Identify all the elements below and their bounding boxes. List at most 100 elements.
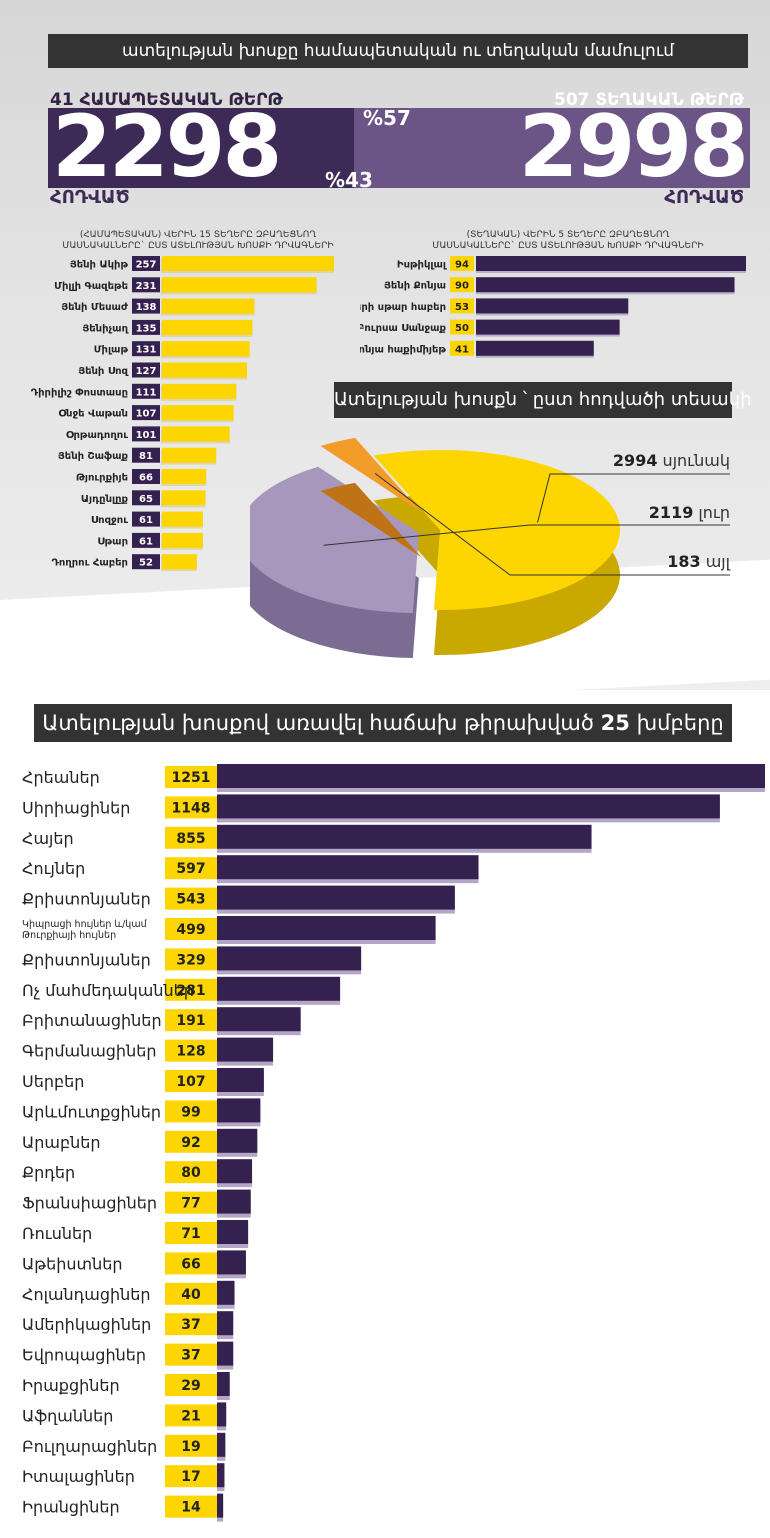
value-label-bg	[165, 1434, 217, 1457]
data-label: 111	[136, 387, 157, 398]
value-label-bg	[165, 1039, 217, 1062]
category-label: Եվրոպացիներ	[22, 1346, 146, 1365]
value-label-bg	[132, 256, 160, 271]
value-label-bg	[165, 1252, 217, 1275]
value-label-bg	[165, 1070, 217, 1092]
groups-section-title: Ատելության խոսքով առավել հաճախ թիրախված …	[34, 704, 732, 742]
data-label: 92	[181, 1135, 200, 1151]
bar	[217, 1250, 246, 1275]
category-label: Միլլի Գազեթե	[54, 281, 128, 292]
category-label: Իտալացիներ	[22, 1467, 135, 1486]
national-subtitle: (ՀԱՄԱՊԵՏԱԿԱՆ) ՎԵՐԻՆ 15 ՏԵՂԵՐԸ ԶԲԱՂԵՑՆՈՂ …	[48, 230, 348, 252]
data-label: 281	[176, 983, 205, 999]
bar	[217, 1372, 230, 1396]
groups-title-prefix: Ատելության խոսքով առավել հաճախ թիրախված	[42, 711, 594, 735]
value-label-bg	[165, 948, 217, 971]
data-label: 855	[176, 831, 205, 847]
category-label: Ոչ մահմեդականներ	[22, 981, 194, 1000]
category-label: Իրաքցիներ	[22, 1376, 120, 1395]
data-label: 231	[136, 281, 157, 292]
bar	[476, 256, 746, 271]
pie-leader-line	[537, 473, 730, 523]
pie-section-title: Ատելության խոսքն ՝ ըստ հոդվածի տեսակի	[334, 382, 752, 418]
data-label: 52	[139, 558, 153, 569]
data-label: 61	[139, 536, 153, 547]
bar	[217, 1037, 274, 1062]
bar	[162, 319, 253, 335]
data-label: 29	[181, 1378, 200, 1394]
bar	[162, 341, 250, 357]
pie-leader-line	[323, 524, 730, 546]
category-label: Օնջե Վաթան	[58, 409, 128, 420]
national-summary-box	[48, 108, 354, 188]
category-label: Աթեիստներ	[22, 1254, 123, 1273]
value-label-bg	[450, 256, 474, 271]
category-label: Յենիչաղ	[82, 323, 129, 334]
pie-leader-line	[374, 472, 730, 576]
category-label: Բրիտանացիներ	[22, 1011, 162, 1030]
category-label: Քոնյա հաքիմիյեթ	[360, 344, 446, 355]
pie-label: սյունակ	[662, 451, 730, 470]
value-label-bg	[132, 298, 160, 314]
bar	[217, 1220, 249, 1244]
data-label: 17	[181, 1469, 200, 1485]
bar	[217, 824, 592, 849]
bar	[217, 1128, 258, 1153]
data-label: 1148	[172, 800, 211, 816]
category-label: Սթար	[97, 536, 128, 547]
category-label: Դողրու Հաբեր	[52, 558, 128, 569]
value-label-bg	[132, 490, 160, 506]
bar	[476, 319, 620, 335]
bar	[217, 1341, 234, 1366]
bar	[217, 1493, 224, 1518]
bar	[217, 794, 720, 819]
bar	[476, 340, 594, 356]
value-label-bg	[132, 511, 160, 527]
data-label: 21	[181, 1408, 200, 1424]
category-label: Սիրիացիներ	[22, 798, 130, 817]
local-percent: %57	[363, 106, 411, 130]
value-label-bg	[450, 340, 474, 356]
bar	[217, 1007, 301, 1032]
data-label: 128	[176, 1044, 205, 1060]
national-subtitle-line1: (ՀԱՄԱՊԵՏԱԿԱՆ) ՎԵՐԻՆ 15 ՏԵՂԵՐԸ ԶԲԱՂԵՑՆՈՂ	[79, 230, 317, 240]
bar	[162, 405, 234, 421]
category-label: Յենի Ակիթ	[70, 260, 129, 271]
data-label: 1251	[172, 770, 211, 786]
local-subtitle: (ՏԵՂԱԿԱՆ) ՎԵՐԻՆ 5 ՏԵՂԵՐԸ ԶԲԱՂԵՑՆՈՂ ՄԱՍՆԱ…	[418, 230, 718, 252]
category-label: Յենի Շաֆաք	[58, 451, 129, 462]
data-label: 101	[136, 430, 157, 441]
data-label: 543	[176, 892, 205, 908]
category-label: Թուրքիայի հույներ	[22, 930, 116, 941]
category-label: Հույներ	[22, 859, 85, 878]
bar	[217, 1068, 264, 1092]
value-label-bg	[165, 887, 217, 910]
value-label-bg	[132, 554, 160, 570]
bar	[162, 511, 203, 527]
category-label: Հոլանդացիներ	[22, 1285, 151, 1304]
bar	[162, 469, 207, 484]
value-label-bg	[165, 978, 217, 1001]
data-label: 50	[455, 323, 469, 334]
category-label: Այդընլըք	[81, 494, 129, 505]
data-label: 127	[136, 366, 157, 377]
value-label-bg	[165, 1495, 217, 1518]
value-label-bg	[165, 1191, 217, 1214]
bar	[162, 426, 230, 442]
pie-value: 2994	[612, 451, 658, 470]
bar	[162, 490, 206, 506]
value-label-bg	[132, 383, 160, 399]
value-label-bg	[132, 277, 160, 293]
category-label: Արևմուտքցիներ	[22, 1102, 161, 1121]
value-label-bg	[165, 1222, 217, 1244]
data-label: 37	[181, 1348, 200, 1364]
national-total: 2298	[52, 97, 282, 197]
value-label-bg	[450, 277, 474, 293]
category-label: Արաբներ	[22, 1133, 101, 1152]
data-label: 14	[181, 1500, 201, 1516]
data-label: 99	[181, 1104, 200, 1120]
bar	[162, 362, 247, 378]
value-label-bg	[132, 447, 160, 463]
bar	[217, 976, 341, 1001]
bar	[162, 532, 203, 548]
